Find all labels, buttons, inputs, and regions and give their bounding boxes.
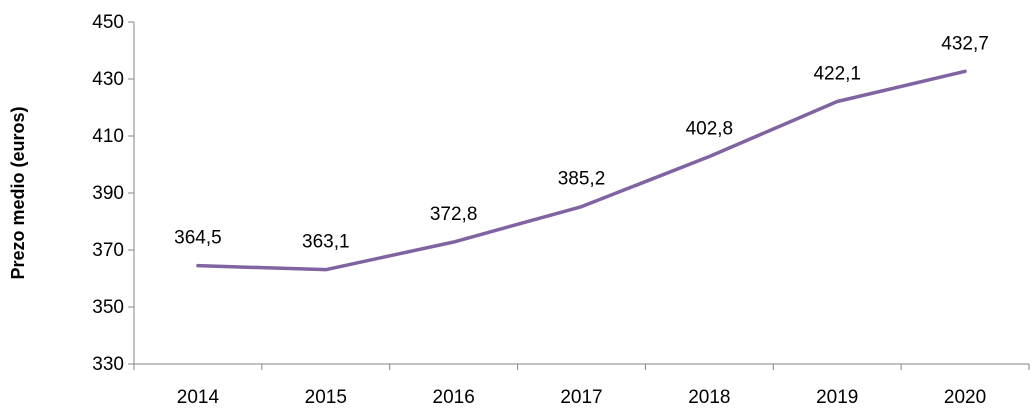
data-label: 363,1 — [302, 232, 350, 253]
y-tick-label: 330 — [92, 354, 124, 375]
x-tick-label: 2017 — [560, 387, 602, 408]
data-label: 364,5 — [174, 228, 222, 249]
y-tick-label: 410 — [92, 126, 124, 147]
y-tick-label: 450 — [92, 12, 124, 33]
data-label: 402,8 — [686, 119, 734, 140]
y-tick-label: 370 — [92, 240, 124, 261]
x-tick-label: 2020 — [944, 387, 986, 408]
x-tick-label: 2016 — [433, 387, 475, 408]
data-label: 432,7 — [941, 33, 989, 54]
y-tick-label: 350 — [92, 297, 124, 318]
data-label: 372,8 — [430, 204, 478, 225]
data-label: 422,1 — [813, 64, 861, 85]
y-tick-label: 390 — [92, 183, 124, 204]
data-label: 385,2 — [558, 169, 606, 190]
y-tick-label: 430 — [92, 69, 124, 90]
x-tick-label: 2018 — [688, 387, 730, 408]
series-line — [196, 69, 967, 272]
x-tick-label: 2015 — [305, 387, 347, 408]
x-tick-label: 2019 — [816, 387, 858, 408]
x-tick-label: 2014 — [177, 387, 220, 408]
y-axis-title: Prezo medio (euros) — [8, 106, 28, 279]
